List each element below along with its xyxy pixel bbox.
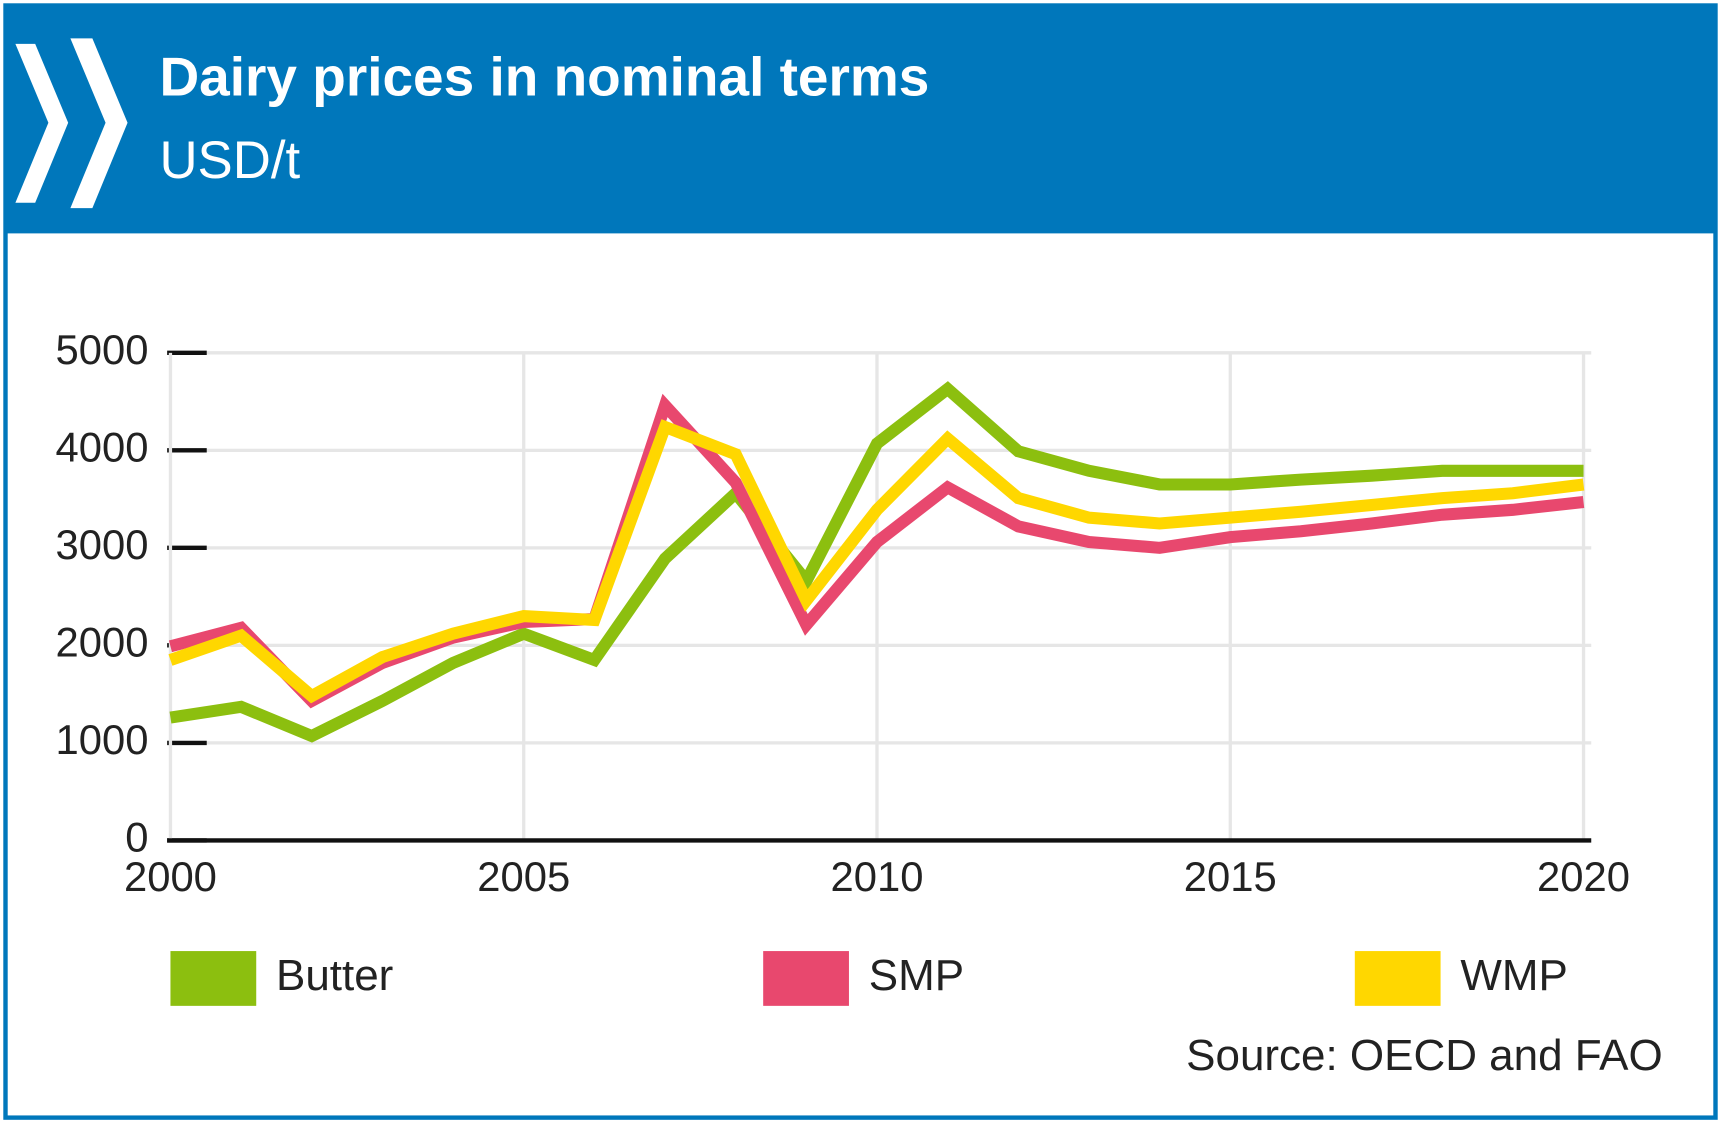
y-tick-label: 4000 bbox=[56, 423, 149, 470]
legend-label: Butter bbox=[276, 951, 393, 1000]
legend-swatch bbox=[1354, 951, 1441, 1006]
legend-label: WMP bbox=[1460, 951, 1567, 1000]
x-tick-label: 2020 bbox=[1537, 853, 1630, 900]
header bbox=[5, 5, 1716, 234]
legend-swatch bbox=[763, 951, 849, 1006]
logo bbox=[15, 38, 128, 209]
source: Source: OECD and FAO bbox=[1186, 1031, 1663, 1080]
x-tick-label: 2000 bbox=[124, 853, 217, 900]
line bbox=[169, 381, 1584, 743]
chart-subtitle: USD/t bbox=[159, 131, 300, 190]
x-tick-label: 2005 bbox=[477, 853, 570, 900]
legend-swatch bbox=[170, 951, 257, 1006]
y-tick-label: 3000 bbox=[56, 521, 149, 568]
line bbox=[168, 419, 1585, 704]
y-tick-label: 1000 bbox=[56, 716, 149, 763]
y-tick-label: 5000 bbox=[56, 326, 149, 373]
legend-label: SMP bbox=[869, 951, 964, 1000]
chart-title: Dairy prices in nominal terms bbox=[159, 46, 929, 108]
x-tick-label: 2015 bbox=[1184, 853, 1277, 900]
y-tick-label: 2000 bbox=[56, 618, 149, 665]
y-tick-label: 0 bbox=[125, 813, 148, 860]
x-tick-label: 2010 bbox=[831, 853, 924, 900]
